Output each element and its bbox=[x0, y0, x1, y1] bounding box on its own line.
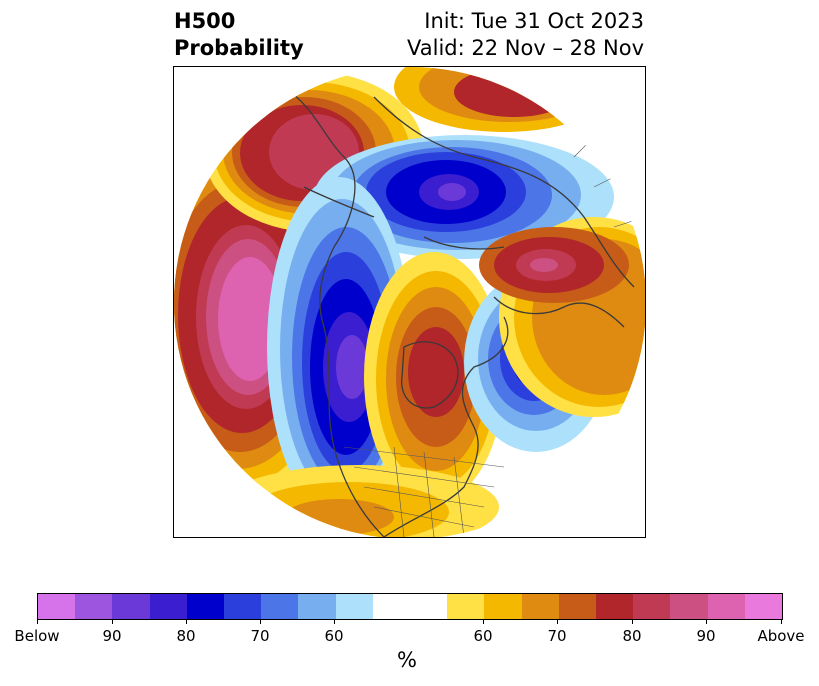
colorbar-tick-label: 90 bbox=[102, 627, 122, 645]
colorbar-tick-label: 70 bbox=[250, 627, 270, 645]
colorbar-tick bbox=[37, 619, 38, 624]
colorbar-tick-label: 60 bbox=[473, 627, 493, 645]
polar-map bbox=[174, 67, 645, 537]
anomaly-eastcanada-above bbox=[364, 252, 504, 502]
colorbar-tick bbox=[260, 619, 261, 624]
title-variable: H500 bbox=[174, 9, 236, 33]
colorbar-tick bbox=[483, 619, 484, 624]
anomaly-westcoast-below bbox=[267, 177, 411, 517]
title-product: Probability bbox=[174, 36, 304, 60]
colorbar-segment bbox=[670, 594, 708, 619]
colorbar-segment bbox=[224, 594, 262, 619]
colorbar-segment bbox=[261, 594, 299, 619]
colorbar-tick bbox=[112, 619, 113, 624]
colorbar-segment bbox=[558, 594, 597, 619]
colorbar-segment bbox=[75, 594, 113, 619]
colorbar-segment bbox=[372, 594, 448, 619]
colorbar-unit-label: % bbox=[397, 648, 417, 672]
colorbar-segment bbox=[707, 594, 745, 619]
colorbar-tick bbox=[557, 619, 558, 624]
map-dates: Init: Tue 31 Oct 2023 Valid: 22 Nov – 28… bbox=[407, 8, 644, 62]
colorbar-tick-label: 80 bbox=[622, 627, 642, 645]
colorbar-tick-label: 90 bbox=[696, 627, 716, 645]
colorbar-segment bbox=[186, 594, 225, 619]
colorbar-segment bbox=[596, 594, 634, 619]
colorbar-tick-label: 70 bbox=[547, 627, 567, 645]
colorbar-tick-label: 80 bbox=[176, 627, 196, 645]
colorbar-segment bbox=[633, 594, 671, 619]
colorbar-tick bbox=[781, 619, 782, 624]
map-panel bbox=[173, 66, 646, 538]
colorbar bbox=[37, 593, 783, 620]
colorbar-segment bbox=[521, 594, 559, 619]
colorbar-segment bbox=[447, 594, 485, 619]
colorbar-segment bbox=[149, 594, 187, 619]
colorbar-tick-label: 60 bbox=[324, 627, 344, 645]
valid-range: Valid: 22 Nov – 28 Nov bbox=[407, 36, 644, 60]
coastlines bbox=[283, 86, 635, 537]
colorbar-tick bbox=[706, 619, 707, 624]
colorbar-tick-label: Above bbox=[757, 627, 805, 645]
map-title: H500 Probability bbox=[174, 8, 304, 62]
colorbar-segment bbox=[112, 594, 150, 619]
colorbar-segment bbox=[298, 594, 336, 619]
colorbar-tick bbox=[334, 619, 335, 624]
colorbar-tick bbox=[186, 619, 187, 624]
colorbar-segment bbox=[744, 594, 783, 619]
colorbar-tick bbox=[632, 619, 633, 624]
colorbar-tick-label: Below bbox=[14, 627, 60, 645]
colorbar-segment bbox=[335, 594, 373, 619]
colorbar-segment bbox=[38, 594, 76, 619]
colorbar-segment bbox=[484, 594, 522, 619]
probability-field bbox=[174, 67, 645, 537]
init-date: Init: Tue 31 Oct 2023 bbox=[424, 9, 644, 33]
